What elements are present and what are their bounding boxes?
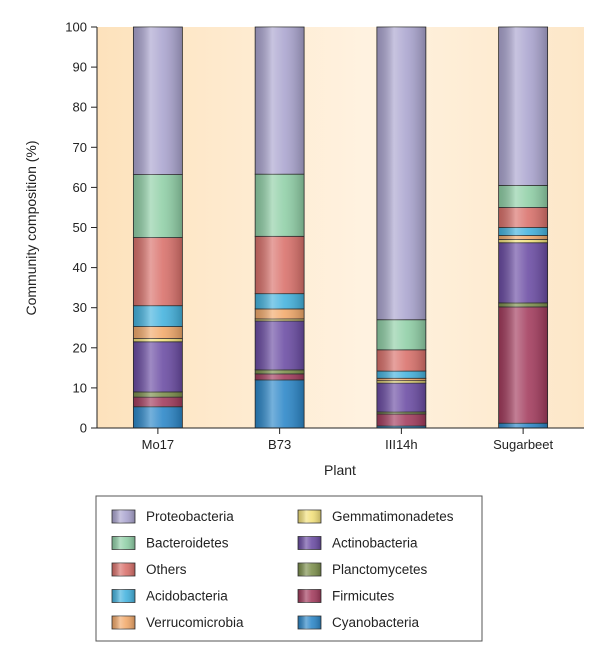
bar-segment-actinobacteria [376,382,427,413]
y-axis: 0 10 20 30 40 50 60 70 80 90 100 [65,20,98,436]
legend-swatch-shade [298,563,321,576]
legend-item-planctomycetes: Planctomycetes [297,562,428,577]
bar-segment-bacteroidetes [254,173,305,237]
x-tick-label: III14h [385,437,418,452]
legend-swatch-shade [298,510,321,523]
bar-segment-actinobacteria [498,242,549,304]
y-axis-title: Community composition (%) [23,140,39,315]
bar-segment-proteobacteria [376,26,427,321]
bar-segment-verrucomicrobia [498,235,549,240]
y-tick-label: 70 [73,140,87,155]
bar-segment-proteobacteria [132,26,183,175]
bar-segment-bacteroidetes [498,184,549,208]
legend-item-others: Others [111,562,187,577]
bar-segment-firmicutes [376,413,427,427]
bar-segment-others [498,207,549,228]
legend-item-gemmatimonadetes: Gemmatimonadetes [297,509,454,524]
y-tick-label: 40 [73,260,87,275]
legend-item-firmicutes: Firmicutes [297,589,395,604]
legend-label: Proteobacteria [146,509,234,524]
bar-segment-others [376,349,427,372]
bar-segment-planctomycetes [132,391,183,398]
legend-item-verrucomicrobia: Verrucomicrobia [111,615,244,630]
legend-item-bacteroidetes: Bacteroidetes [111,536,229,551]
legend-item-cyanobacteria: Cyanobacteria [297,615,420,630]
x-tick-label: Sugarbeet [493,437,553,452]
bar-segment-planctomycetes [498,302,549,308]
legend-label: Verrucomicrobia [146,615,244,630]
y-tick-label: 0 [80,421,87,436]
legend-item-actinobacteria: Actinobacteria [297,536,418,551]
legend-label: Cyanobacteria [332,615,420,630]
x-axis-title: Plant [324,462,356,478]
legend: Proteobacteria Bacteroidetes Others Acidoba… [111,509,454,630]
bar-stack-b73 [254,26,305,429]
bar-segment-verrucomicrobia [254,308,305,320]
y-tick-label: 80 [73,100,87,115]
y-tick-label: 10 [73,380,87,395]
bar-segment-acidobacteria [254,293,305,310]
bar-segment-acidobacteria [132,305,183,327]
legend-swatch-shade [112,563,135,576]
bar-segment-firmicutes [254,373,305,381]
y-tick-label: 90 [73,60,87,75]
legend-box [95,495,483,642]
bar-segment-proteobacteria [498,26,549,186]
y-tick-label: 60 [73,180,87,195]
legend-item-proteobacteria: Proteobacteria [111,509,234,524]
legend-label: Bacteroidetes [146,536,229,551]
legend-swatch-shade [298,616,321,629]
legend-label: Gemmatimonadetes [332,509,454,524]
y-tick-label: 20 [73,340,87,355]
bar-segment-planctomycetes [254,369,305,375]
bar-segment-proteobacteria [254,26,305,175]
bar-segment-acidobacteria [498,227,549,236]
bar-stack-mo17 [132,26,183,429]
legend-label: Acidobacteria [146,589,228,604]
legend-swatch-shade [298,589,321,603]
bar-segment-others [132,237,183,307]
y-tick-label: 100 [65,20,87,35]
bar-segment-cyanobacteria [132,406,183,429]
bar-segment-others [254,235,305,295]
y-tick-label: 50 [73,220,87,235]
bar-segment-cyanobacteria [498,422,549,429]
bar-stack-sugarbeet [498,26,549,429]
bar-segment-acidobacteria [376,370,427,379]
bar-segment-gemmatimonadetes [498,239,549,244]
legend-label: Actinobacteria [332,536,418,551]
legend-swatch-shade [112,616,135,629]
bar-stack-iii14h [376,26,427,429]
legend-swatch-shade [298,536,321,550]
x-tick-label: Mo17 [142,437,175,452]
bar-segment-bacteroidetes [132,174,183,238]
bar-segment-verrucomicrobia [132,326,183,339]
bar-segment-cyanobacteria [254,379,305,429]
x-axis: Mo17 B73 III14h Sugarbeet [97,427,584,452]
x-tick-label: B73 [268,437,291,452]
legend-label: Others [146,562,187,577]
bar-segment-gemmatimonadetes [132,338,183,343]
legend-swatch-shade [112,589,135,603]
bar-segment-actinobacteria [132,341,183,393]
legend-label: Planctomycetes [332,562,428,577]
bar-segment-actinobacteria [254,320,305,371]
y-tick-label: 30 [73,300,87,315]
bar-segment-firmicutes [498,306,549,424]
legend-label: Firmicutes [332,589,395,604]
bar-segment-bacteroidetes [376,319,427,351]
legend-swatch-shade [112,536,135,550]
bar-segment-firmicutes [132,396,183,408]
legend-swatch-shade [112,510,135,523]
legend-item-acidobacteria: Acidobacteria [111,589,228,604]
